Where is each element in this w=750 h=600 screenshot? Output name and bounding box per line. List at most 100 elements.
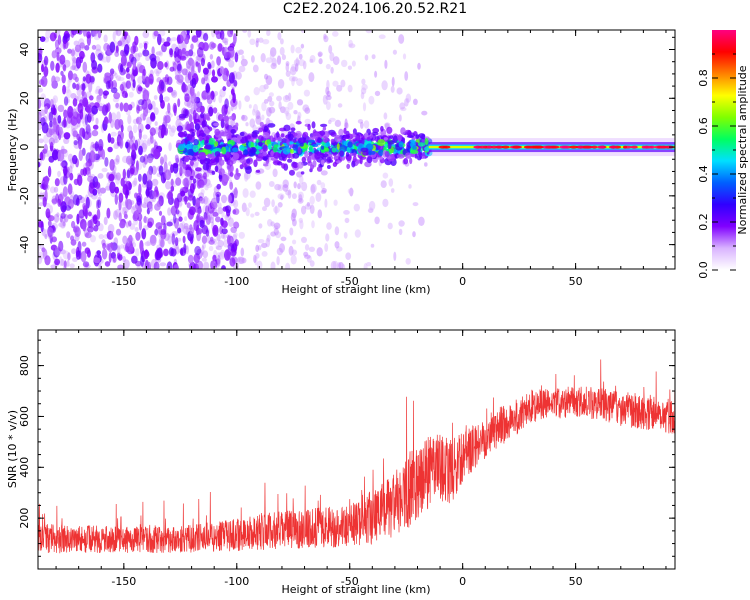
spectrogram-cell [154,121,158,126]
spectrogram-cell [166,76,173,85]
spectrogram-cell [174,200,179,210]
spectrogram-cell [301,205,307,215]
spectrogram-cell [54,178,60,187]
spectrogram-cell [378,34,386,39]
spectrogram-cell [233,208,240,216]
spectrogram-cell [66,113,73,124]
spectrogram-cell [179,247,187,257]
spectrogram-cell [321,188,327,193]
spectrogram-cell [262,206,267,212]
spectrogram-cell [261,251,268,257]
spectrogram-cell [51,236,57,243]
spectrogram-cell [192,182,196,190]
spectrogram-cell [418,216,425,226]
spectrogram-cell [161,43,167,53]
spectrogram-cell [175,209,180,215]
spectrogram-cell [267,123,276,128]
spectrogram-cell [317,137,322,143]
spectrogram-cell [291,63,297,72]
spectrogram-cell [300,171,305,175]
spectrogram-cell [243,171,249,182]
spectrogram-cell [167,235,173,245]
spectrogram-cell [82,97,89,108]
spectrogram-cell [218,94,223,104]
spectrogram-cell [344,122,349,129]
spectrogram-cell [290,149,294,154]
spectrogram-cell [287,133,294,140]
spectrogram-cell [84,114,88,126]
spectrogram-cell [285,190,291,196]
spectrogram-cell [57,115,62,124]
spectrogram-cell [60,70,64,76]
spectrogram-cell [211,170,216,175]
spectrogram-cell [332,80,339,87]
spectrogram-cell [143,42,148,50]
spectrogram-cell [264,73,269,80]
spectrogram-cell [136,104,140,114]
spectrogram-cell [76,88,83,97]
spectrogram-cell [390,85,395,93]
spectrogram-cell [236,135,243,141]
spectrogram-cell [272,145,278,153]
spectrogram-cell [52,107,57,116]
spectrogram-cell [128,220,132,227]
spectrogram-cell [62,186,68,198]
spectrogram-cell [138,219,142,231]
spectrogram-cell [51,50,57,59]
spectrogram-cell [41,102,45,107]
spectrogram-cell [189,143,194,150]
spectrogram-cell [114,186,120,194]
spectrogram-cell [214,259,218,268]
spectrogram-cell [198,135,203,142]
spectrogram-cell [330,66,334,74]
spectrogram-cell [347,141,353,148]
spectrogram-cell [136,195,142,206]
spectrogram-cell [177,237,182,242]
spectrogram-cell [343,232,348,239]
spectrogram-cell [207,154,212,158]
spectrogram-cell [280,38,284,45]
spectrogram-cell [40,117,46,126]
spectrogram-cell [50,60,55,71]
spectrogram-cell [341,59,348,68]
spectrogram-cell [82,261,90,268]
spectrogram-cell [534,145,544,149]
spectrogram-cell [301,236,307,243]
spectrogram-cell [597,145,605,149]
spectrogram-cell [79,109,84,120]
spectrogram-cell [63,260,67,269]
spectrogram-cell [276,247,283,256]
spectrogram-cell [54,39,60,50]
spectrogram-cell [63,96,69,106]
spectrogram-cell [51,75,56,85]
spectrogram-cell [144,249,149,260]
spectrogram-cell [39,191,43,199]
spectrogram-cell [67,214,73,220]
spectrogram-cell [135,248,140,257]
spectrogram-cell [114,193,119,205]
spectrogram-cell [186,202,191,209]
spectrogram-cell [347,84,353,93]
spectrogram-cell [269,100,275,107]
spectrogram-cell [153,148,161,160]
spectrogram-cell [398,228,403,236]
spectrogram-cell [189,236,194,245]
spectrogram-cell [80,251,87,263]
spectrogram-cell [197,180,205,189]
spectrogram-cell [204,185,209,191]
spectrogram-cell [63,117,67,128]
spectrogram-cell [212,107,218,114]
spectrogram-cell [88,132,92,139]
spectrogram-cell [89,95,94,101]
spectrogram-cell [297,111,302,119]
spectrogram-cell [346,146,351,154]
spectrogram-cell [107,146,113,153]
spectrogram-cell [320,159,325,166]
spectrogram-cell [195,167,202,172]
spectrogram-cell [221,194,227,204]
spectrogram-cell [369,150,376,155]
spectrogram-cell [141,202,147,209]
spectrogram-cell [282,95,290,103]
spectrogram-cell [133,177,138,187]
spectrogram-cell [265,237,271,248]
